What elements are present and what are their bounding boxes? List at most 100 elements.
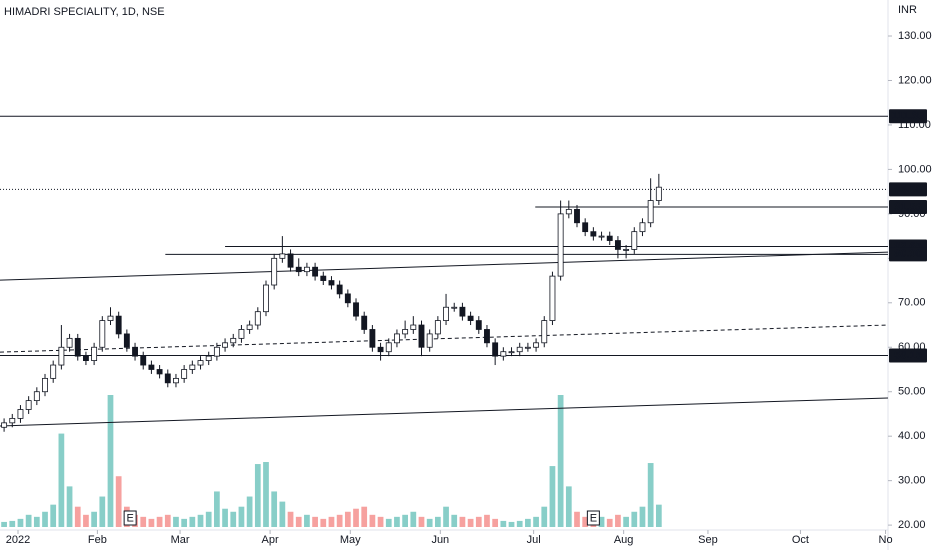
volume-bar [91, 511, 97, 527]
level-label: 91.55 [894, 201, 922, 213]
volume-bar [205, 511, 212, 527]
candle-body [451, 306, 458, 309]
volume-bar [492, 518, 499, 527]
candle-body [173, 377, 179, 384]
candle-body [639, 222, 646, 233]
candle-body [655, 186, 662, 201]
volume-bar [467, 518, 474, 527]
candle-body [484, 329, 490, 344]
candle-body [434, 320, 441, 335]
level-label-box [889, 247, 927, 262]
volume-bar [434, 516, 441, 527]
x-tick-label: Oct [792, 534, 809, 546]
candle-body [271, 257, 278, 286]
candle-body [164, 373, 171, 384]
candle-body [492, 342, 499, 357]
candle-body [549, 275, 556, 321]
volume-bar [279, 501, 286, 527]
candle-body [418, 324, 425, 348]
volume-bar [214, 491, 220, 527]
candle-body [115, 315, 122, 335]
volume-bar [639, 506, 646, 527]
candle-body [565, 209, 572, 215]
volume-bar [271, 491, 278, 527]
candle-body [303, 266, 310, 273]
candle-body [189, 364, 196, 370]
candle-body [459, 306, 466, 317]
volume-bar [369, 514, 376, 527]
y-tick-label: 20.00 [898, 519, 926, 531]
x-tick-label: Feb [88, 534, 107, 546]
volume-bar [443, 506, 449, 527]
candle-body [197, 360, 204, 366]
candle-body [369, 329, 376, 348]
volume-bar [164, 514, 171, 527]
candle-body [91, 346, 98, 361]
volume-bar [565, 486, 572, 527]
candle-body [254, 311, 261, 326]
candle-body [475, 320, 482, 330]
volume-bar [549, 466, 556, 527]
candle-body [443, 306, 449, 321]
event-label: E [590, 512, 597, 524]
candle-body [524, 346, 531, 349]
volume-bar [295, 516, 302, 527]
volume-bar [42, 511, 48, 527]
x-tick-label: Mar [171, 534, 190, 546]
candle-body [361, 315, 368, 330]
candle-body [33, 391, 40, 402]
candle-body [107, 315, 114, 321]
x-tick-label: No [879, 534, 893, 546]
candle-body [25, 400, 32, 410]
candle-body [9, 417, 16, 424]
volume-bar [336, 514, 343, 527]
candle-body [500, 351, 507, 357]
level-label: 95.50 [894, 183, 922, 195]
candle-body [353, 302, 359, 317]
level-label-box [889, 109, 927, 124]
candle-body [574, 209, 580, 224]
candle-body [213, 346, 220, 357]
event-marker [586, 510, 600, 526]
x-tick-label: Aug [614, 534, 634, 546]
candle-body [312, 266, 319, 277]
candle-body [508, 351, 515, 354]
volume-bar [66, 486, 73, 527]
volume-bar [344, 511, 351, 527]
candle-body [82, 355, 89, 361]
level-label: 111.95 [892, 110, 924, 122]
volume-bar [451, 514, 458, 527]
volume-bar [459, 516, 466, 527]
volume-bar [385, 518, 392, 527]
volume-bar [557, 395, 564, 527]
level-label: 80.90 [894, 248, 922, 260]
candle-body [336, 284, 343, 295]
volume-bar [475, 516, 482, 527]
y-tick-label: 100.00 [898, 163, 932, 175]
y-tick-label: 70.00 [898, 297, 926, 309]
currency: INR [898, 4, 917, 16]
candle-body [156, 369, 163, 375]
level-label: 58.15 [894, 349, 922, 361]
volume-bar [107, 395, 114, 527]
volume-bar [50, 504, 57, 527]
chart-title: HIMADRI SPECIALITY, 1D, NSE [4, 6, 165, 18]
volume-bar [58, 433, 65, 527]
volume-bar [181, 518, 188, 527]
volume-bar [189, 516, 196, 527]
volume-bar [647, 463, 654, 527]
volume-bar [115, 476, 122, 527]
volume-bar [516, 520, 523, 527]
volume-bar [328, 516, 335, 527]
volume-bar [304, 514, 310, 527]
candle-body [385, 342, 392, 353]
volume-bar [173, 516, 179, 527]
volume-bar [541, 506, 548, 527]
volume-bar [222, 508, 228, 527]
x-tick-label: Jul [527, 534, 541, 546]
candle-body [205, 355, 212, 361]
volume-bar [418, 516, 425, 527]
volume-bar [606, 518, 613, 527]
